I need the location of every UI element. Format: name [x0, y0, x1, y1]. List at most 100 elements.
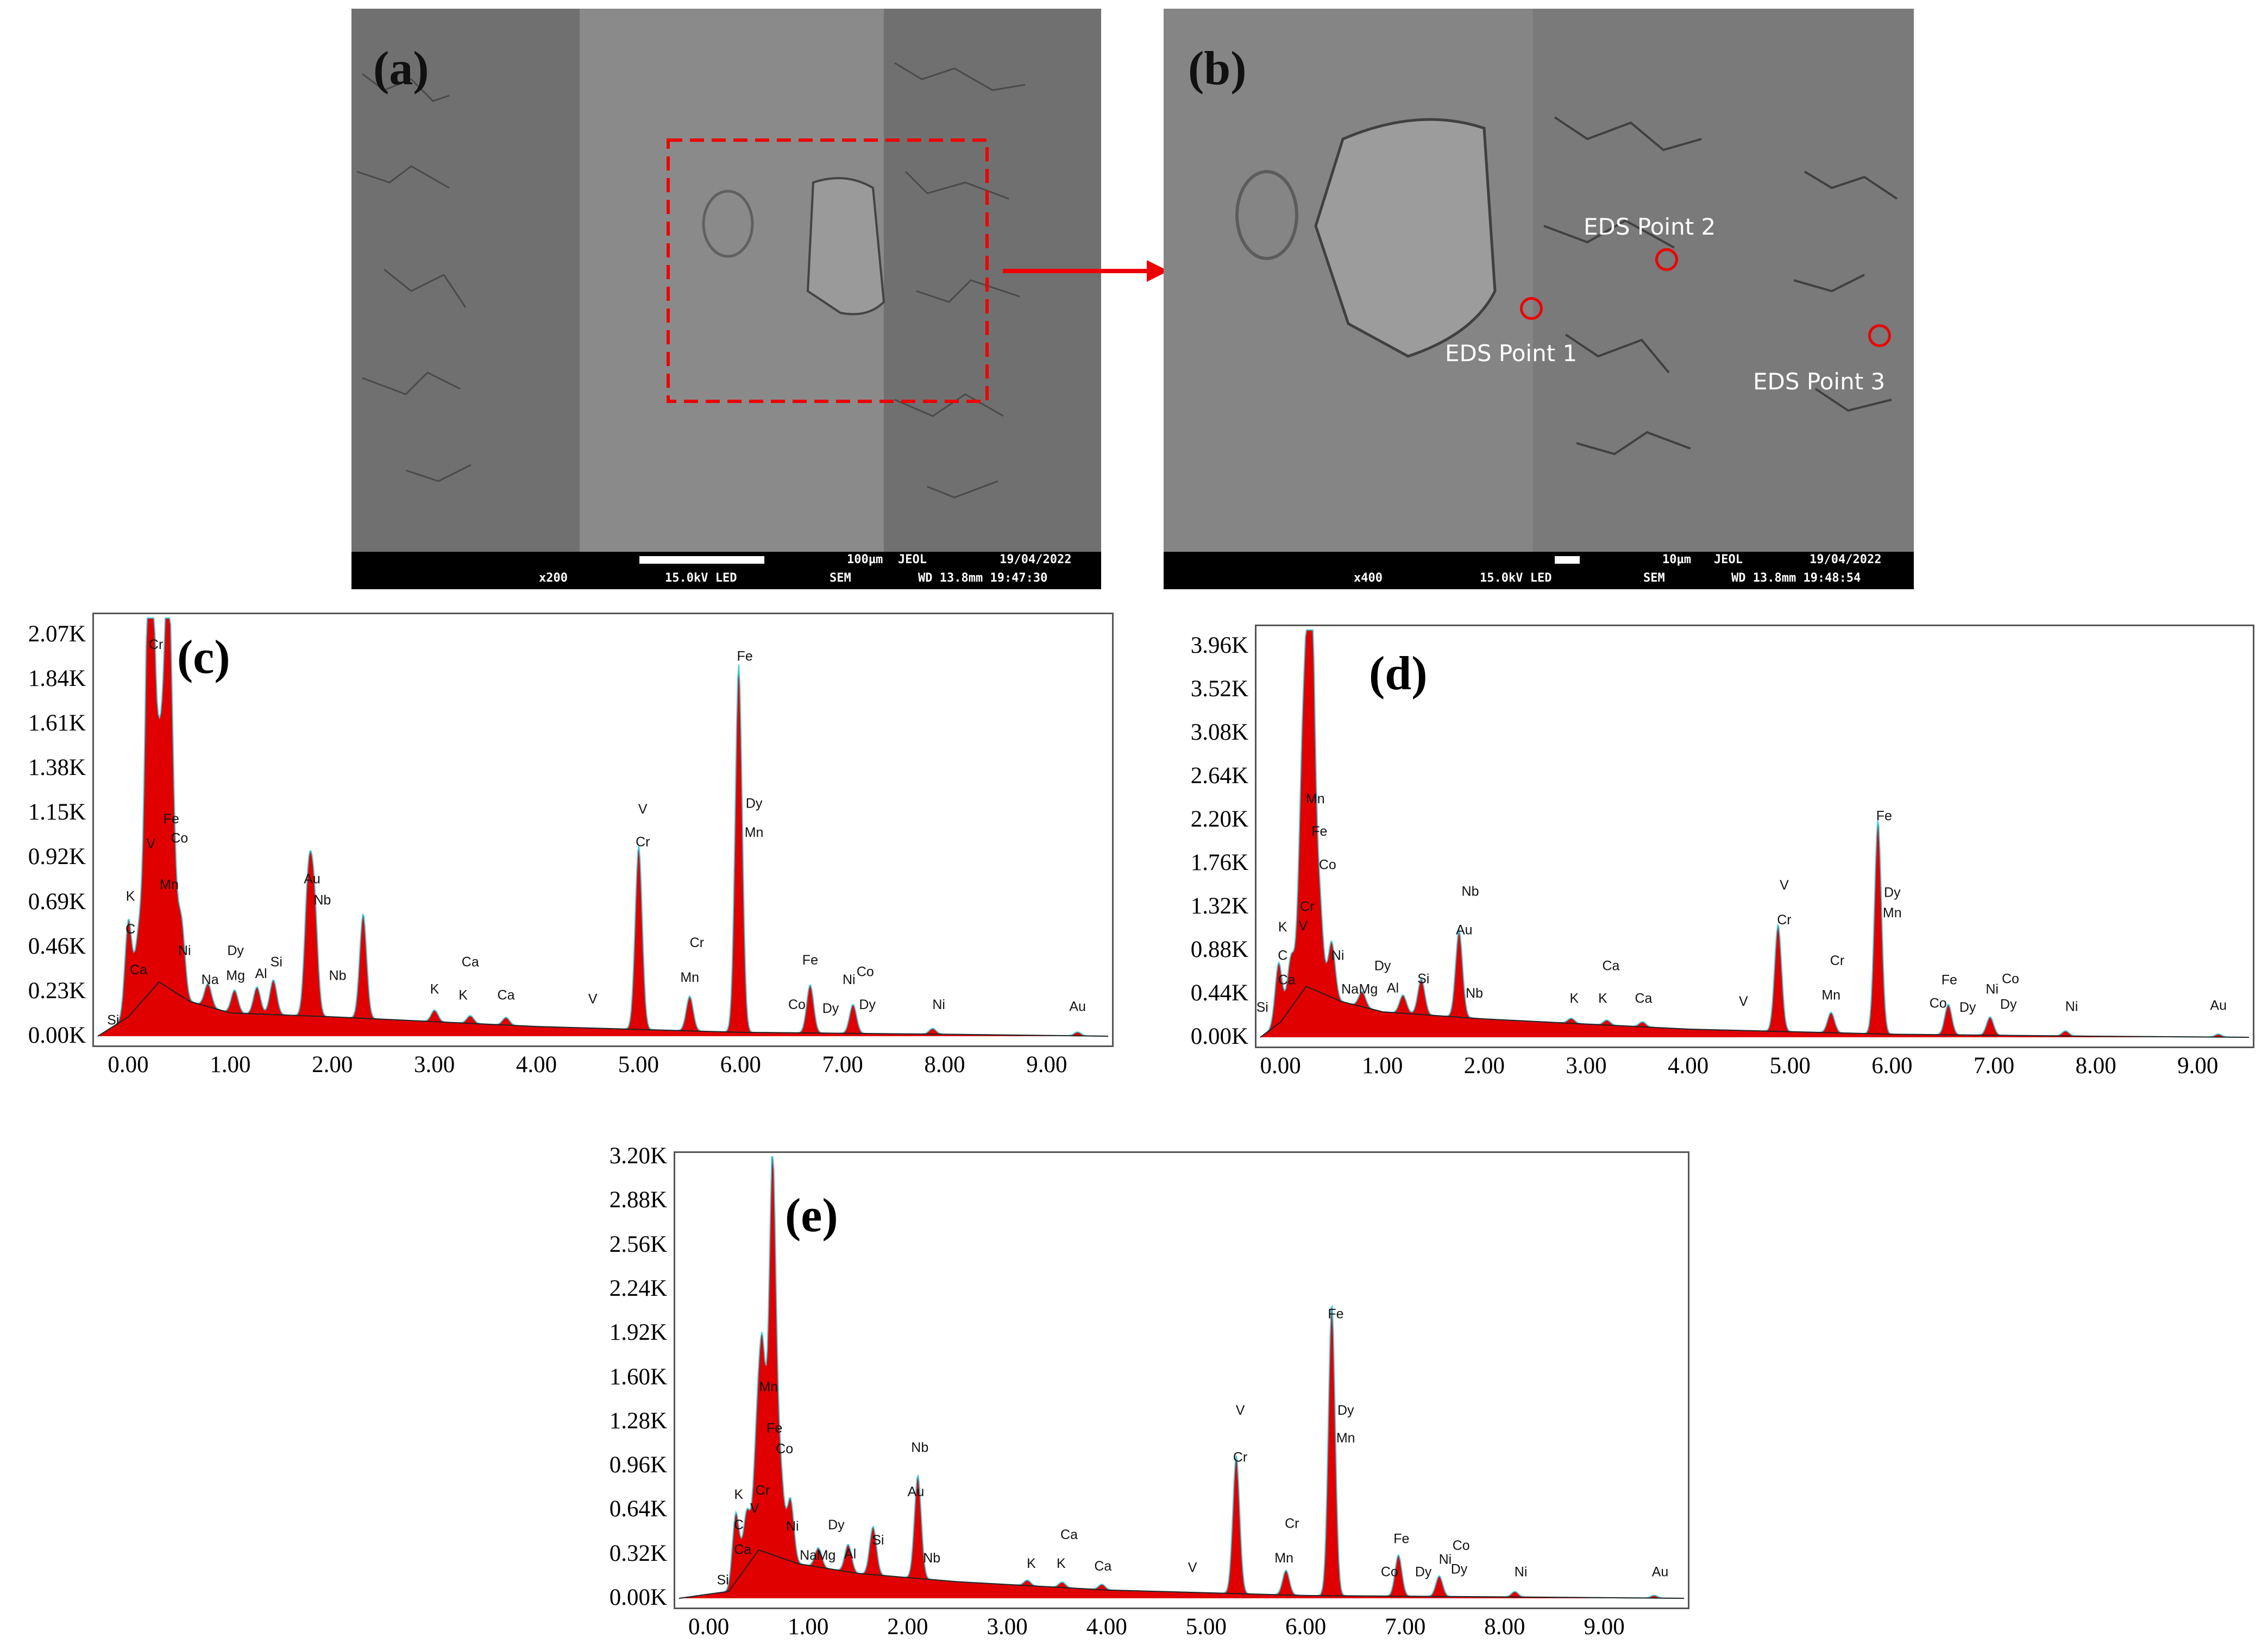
sem-mag-a: x200	[539, 571, 568, 585]
sem-wd-b: WD 13.8mm 19:48:54	[1731, 571, 1861, 585]
background-curve-e	[678, 1549, 1685, 1599]
x-tick-label-d: 0.00	[1260, 1053, 1301, 1079]
y-tick-label-e: 0.96K	[609, 1452, 667, 1478]
peak-label-c: Cr	[636, 835, 650, 850]
peak-label-d: Dy	[1374, 958, 1391, 973]
peak-label-d: K	[1278, 919, 1287, 935]
peak-label-e: Cr	[1233, 1449, 1247, 1465]
sem-mag-b: x400	[1354, 571, 1383, 585]
peak-label-c: Ni	[843, 972, 856, 987]
background-curve-c	[97, 981, 1109, 1037]
x-tick-label-d: 9.00	[2177, 1053, 2219, 1079]
eds-spectrum-d: Mn Fe Co Cr V K C Ca Ni Si Na Mg Dy Al Si Nb Au Nb K Ca K Ca V…	[1152, 608, 2268, 1079]
peak-label-c: Na	[202, 972, 219, 987]
peak-label-c: K	[126, 888, 135, 904]
panel-label-e: (e)	[785, 1189, 838, 1242]
peak-label-e: Cr	[756, 1483, 770, 1498]
x-tick-label-c: 5.00	[618, 1052, 659, 1077]
peak-label-d: Co	[1930, 996, 1947, 1011]
peak-label-e: Nb	[923, 1551, 940, 1566]
y-tick-label-d: 3.52K	[1190, 676, 1248, 702]
peak-label-c: Au	[1069, 999, 1086, 1014]
peak-label-c: Mn	[160, 877, 179, 892]
y-tick-label-d: 0.44K	[1190, 980, 1248, 1006]
peak-label-d: Cr	[1830, 953, 1844, 968]
sem-wd-a: WD 13.8mm 19:47:30	[918, 571, 1048, 585]
y-tick-label-c: 1.61K	[28, 710, 86, 736]
sem-brand-b: JEOL	[1714, 553, 1743, 566]
sem-kv-b: 15.0kV LED	[1480, 571, 1552, 585]
peak-label-d: Au	[2210, 998, 2227, 1013]
peak-label-e: Si	[872, 1533, 884, 1548]
peak-label-c: Mg	[226, 968, 245, 984]
sem-kv-a: 15.0kV LED	[665, 571, 737, 585]
scale-bar-a	[639, 556, 764, 564]
peak-label-e: V	[1236, 1403, 1245, 1418]
x-tick-label-c: 9.00	[1026, 1052, 1067, 1077]
peak-label-e: Fe	[767, 1421, 782, 1436]
peak-label-d: K	[1570, 991, 1579, 1006]
x-tick-label-c: 1.00	[210, 1052, 251, 1077]
peak-label-d: Fe	[1876, 809, 1892, 824]
y-tick-label-d: 3.96K	[1190, 633, 1248, 658]
peak-label-c: Si	[271, 955, 282, 970]
peak-label-e: V	[1188, 1560, 1197, 1575]
x-tick-label-e: 7.00	[1385, 1614, 1426, 1640]
peak-label-c: Nb	[329, 968, 347, 984]
x-tick-label-c: 6.00	[720, 1052, 761, 1077]
x-tick-label-d: 5.00	[1769, 1053, 1811, 1079]
eds-spectrum-c: Cr Fe Co V Mn K C Ca Ni Si Na Dy Mg Al Si Au Nb Nb K Ca K Ca V…	[0, 608, 1130, 1077]
x-tick-label-e: 3.00	[987, 1614, 1028, 1640]
x-tick-label-e: 8.00	[1484, 1614, 1525, 1640]
peak-label-c: Mn	[745, 825, 764, 840]
y-tick-label-d: 1.76K	[1190, 850, 1248, 875]
peak-label-c: Dy	[227, 943, 244, 958]
peak-label-c: V	[146, 836, 155, 852]
peak-label-e: Ni	[786, 1519, 799, 1534]
sem-micrograph-a	[351, 9, 1101, 552]
y-tick-label-d: 2.64K	[1190, 763, 1248, 789]
x-tick-label-d: 8.00	[2075, 1053, 2116, 1079]
peak-label-d: Ni	[1986, 981, 1999, 997]
peak-label-e: Nb	[911, 1440, 928, 1455]
peak-label-d: Dy	[1884, 885, 1901, 900]
peak-label-e: Ca	[1060, 1527, 1078, 1542]
peak-label-d: Nb	[1462, 884, 1479, 899]
peak-label-d: Cr	[1777, 912, 1791, 928]
sem-brand-a: JEOL	[898, 553, 927, 566]
x-tick-label-e: 6.00	[1285, 1614, 1327, 1640]
plot-frame-c	[92, 613, 1114, 1047]
x-tick-label-e: 5.00	[1185, 1614, 1227, 1640]
y-tick-label-c: 1.38K	[28, 755, 86, 781]
y-tick-label-c: 0.92K	[28, 844, 86, 870]
spectrum-area-c	[98, 618, 1108, 1036]
peak-label-e: Na	[800, 1548, 817, 1563]
peak-label-d: Dy	[2000, 997, 2017, 1012]
spectrum-fit-line-c	[97, 617, 1108, 1037]
peak-label-d: Si	[1256, 1000, 1268, 1015]
peak-label-c: Co	[857, 964, 874, 979]
y-tick-label-c: 1.84K	[28, 665, 86, 691]
panel-label-d: (d)	[1369, 647, 1428, 700]
x-tick-label-c: 3.00	[414, 1052, 455, 1077]
peak-label-c: Au	[304, 871, 321, 886]
x-tick-label-d: 6.00	[1871, 1053, 1913, 1079]
peak-label-c: Ni	[932, 997, 945, 1012]
y-tick-label-e: 2.88K	[609, 1187, 667, 1213]
sem-mode-a: SEM	[830, 571, 851, 585]
zoom-arrow	[1003, 260, 1168, 282]
peak-label-d: Mn	[1883, 905, 1902, 921]
background-curve-d	[1260, 986, 2250, 1038]
x-tick-label-d: 3.00	[1566, 1053, 1607, 1079]
spectrum-area-e	[679, 1157, 1684, 1598]
peak-label-e: Dy	[828, 1517, 845, 1533]
y-tick-label-c: 0.00K	[28, 1023, 86, 1048]
peak-label-d: Mn	[1306, 791, 1325, 806]
sem-scale-a: 100µm	[847, 553, 883, 566]
peak-label-c: Nb	[313, 893, 331, 908]
panel-label-a: (a)	[373, 42, 429, 95]
peak-label-d: C	[1278, 948, 1287, 963]
peak-label-c: Mn	[680, 970, 699, 985]
